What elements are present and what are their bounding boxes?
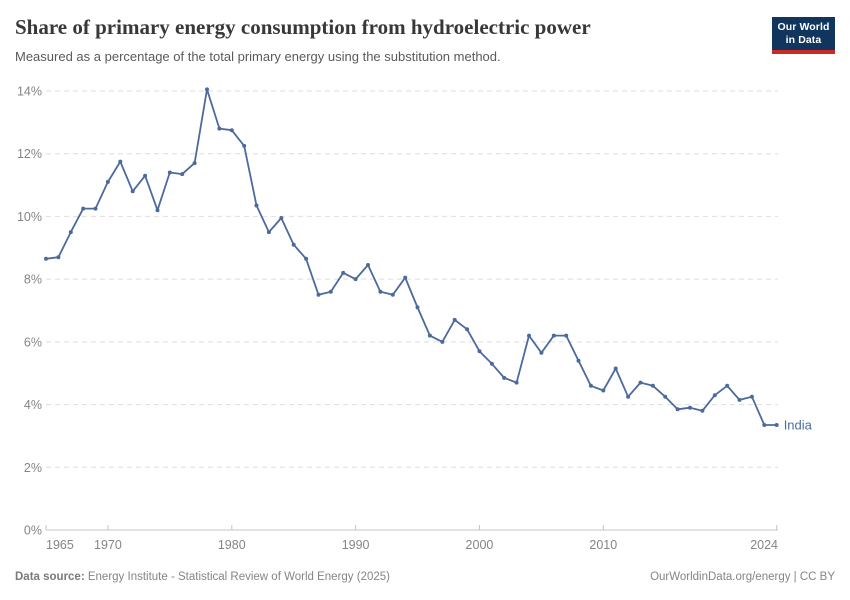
data-source-label: Data source: [15, 571, 85, 583]
data-point-1981[interactable] [242, 143, 247, 148]
x-tick-label-2010: 2010 [589, 538, 617, 552]
data-point-2010[interactable] [601, 388, 606, 393]
data-point-1995[interactable] [415, 305, 420, 310]
data-source-text: Energy Institute - Statistical Review of… [84, 571, 390, 583]
x-tick-label-2024: 2024 [750, 538, 778, 552]
data-point-1982[interactable] [254, 203, 259, 208]
data-point-2000[interactable] [477, 349, 482, 354]
data-point-1987[interactable] [316, 292, 321, 297]
data-source-note: Data source: Energy Institute - Statisti… [15, 570, 390, 584]
data-point-2016[interactable] [675, 407, 680, 412]
y-tick-label-4: 4% [24, 398, 42, 412]
y-tick-label-8: 8% [24, 273, 42, 287]
data-point-1969[interactable] [93, 206, 98, 211]
x-tick-label-1990: 1990 [342, 538, 370, 552]
y-tick-label-0: 0% [24, 524, 42, 538]
data-point-2014[interactable] [650, 383, 655, 388]
data-point-2022[interactable] [749, 394, 754, 399]
data-point-2021[interactable] [737, 397, 742, 402]
data-point-1992[interactable] [378, 289, 383, 294]
x-tick-label-1970: 1970 [94, 538, 122, 552]
data-point-2023[interactable] [762, 423, 767, 427]
data-point-2017[interactable] [688, 405, 692, 410]
data-point-2013[interactable] [638, 380, 643, 385]
x-tick-label-1980: 1980 [218, 538, 246, 552]
data-point-2020[interactable] [725, 383, 730, 388]
data-point-2004[interactable] [527, 333, 531, 338]
data-point-2003[interactable] [514, 380, 519, 385]
data-point-1966[interactable] [56, 255, 61, 260]
chart-footer: Data source: Energy Institute - Statisti… [15, 570, 835, 584]
series-end-label-india[interactable]: India [784, 417, 813, 432]
data-point-1994[interactable] [403, 275, 408, 280]
data-point-1983[interactable] [266, 230, 271, 235]
data-point-2009[interactable] [588, 383, 593, 388]
y-tick-label-10: 10% [17, 210, 42, 224]
y-tick-label-2: 2% [24, 461, 42, 475]
owid-url-license[interactable]: OurWorldinData.org/energy | CC BY [650, 571, 835, 583]
data-point-2015[interactable] [663, 394, 668, 399]
owid-logo-line2: in Data [785, 33, 822, 46]
data-point-2007[interactable] [564, 333, 569, 338]
data-point-1978[interactable] [205, 87, 209, 92]
data-point-1968[interactable] [81, 206, 86, 211]
chart-subtitle: Measured as a percentage of the total pr… [15, 49, 501, 64]
data-point-2001[interactable] [489, 361, 494, 366]
chart-title: Share of primary energy consumption from… [15, 15, 591, 39]
y-tick-label-12: 12% [17, 147, 42, 161]
data-point-2011[interactable] [613, 366, 618, 371]
data-point-2006[interactable] [551, 333, 556, 338]
data-point-1972[interactable] [130, 189, 135, 194]
y-tick-label-6: 6% [24, 335, 42, 349]
data-point-2019[interactable] [712, 393, 717, 398]
data-point-2012[interactable] [626, 394, 631, 399]
data-point-2002[interactable] [502, 375, 507, 380]
data-point-1973[interactable] [143, 173, 148, 178]
data-point-1985[interactable] [291, 242, 296, 247]
data-point-1977[interactable] [192, 161, 197, 166]
data-point-1971[interactable] [118, 159, 123, 164]
data-point-1974[interactable] [155, 208, 160, 213]
data-point-1998[interactable] [452, 317, 457, 322]
data-point-1967[interactable] [68, 230, 73, 235]
data-point-1988[interactable] [328, 289, 333, 294]
y-tick-label-14: 14% [17, 85, 42, 99]
data-point-1997[interactable] [440, 339, 445, 344]
data-point-2008[interactable] [576, 358, 581, 363]
data-point-1965[interactable] [44, 256, 48, 261]
data-point-1989[interactable] [341, 270, 346, 275]
data-point-1991[interactable] [366, 263, 370, 267]
owid-logo-line1: Our World [777, 21, 830, 33]
data-point-1979[interactable] [217, 126, 222, 131]
data-point-2005[interactable] [539, 350, 544, 355]
series-line-india[interactable] [45, 88, 778, 426]
x-tick-label-2000: 2000 [466, 538, 494, 552]
data-point-1999[interactable] [465, 327, 470, 332]
data-point-1986[interactable] [304, 256, 309, 261]
data-point-2024[interactable] [774, 423, 779, 427]
data-point-1996[interactable] [427, 333, 432, 338]
x-tick-label-1965: 1965 [46, 538, 74, 552]
data-point-2018[interactable] [700, 408, 705, 413]
chart-header: Share of primary energy consumption from… [15, 14, 755, 65]
data-point-1976[interactable] [180, 172, 185, 177]
data-point-1980[interactable] [229, 128, 234, 133]
data-point-1984[interactable] [279, 216, 284, 220]
data-point-1990[interactable] [353, 277, 358, 282]
data-point-1993[interactable] [390, 292, 395, 297]
data-point-1970[interactable] [105, 179, 110, 184]
owid-logo: Our World in Data [772, 17, 835, 54]
data-point-1975[interactable] [167, 170, 172, 175]
